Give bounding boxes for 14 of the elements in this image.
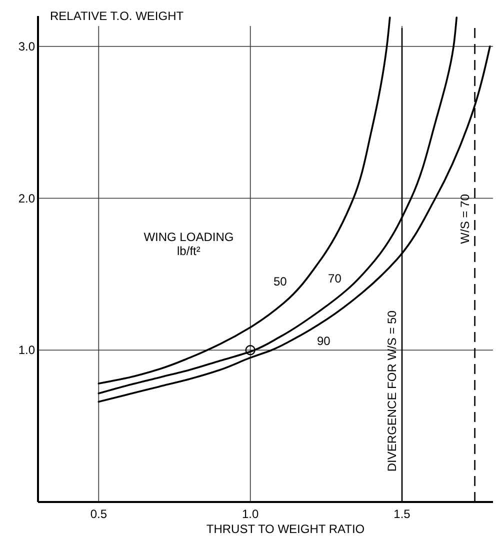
x-tick-label: 0.5 bbox=[90, 507, 108, 521]
annotation: DIVERGENCE FOR W/S = 50 bbox=[385, 310, 399, 472]
series-label: 70 bbox=[328, 271, 342, 286]
legend-title: WING LOADING lb/ft² bbox=[144, 230, 234, 258]
series-label: 50 bbox=[273, 274, 288, 288]
series-label: 90 bbox=[317, 334, 331, 348]
y-tick-label: 3.0 bbox=[18, 39, 36, 54]
x-axis-title: THRUST TO WEIGHT RATIO bbox=[206, 522, 365, 536]
y-tick-label: 2.0 bbox=[18, 191, 36, 206]
x-tick-label: 1.0 bbox=[242, 507, 259, 521]
y-axis-title: RELATIVE T.O. WEIGHT bbox=[50, 9, 184, 23]
annotation: W/S = 70 bbox=[458, 194, 472, 244]
y-tick-label: 1.0 bbox=[18, 343, 36, 358]
x-tick-label: 1.5 bbox=[394, 507, 411, 521]
